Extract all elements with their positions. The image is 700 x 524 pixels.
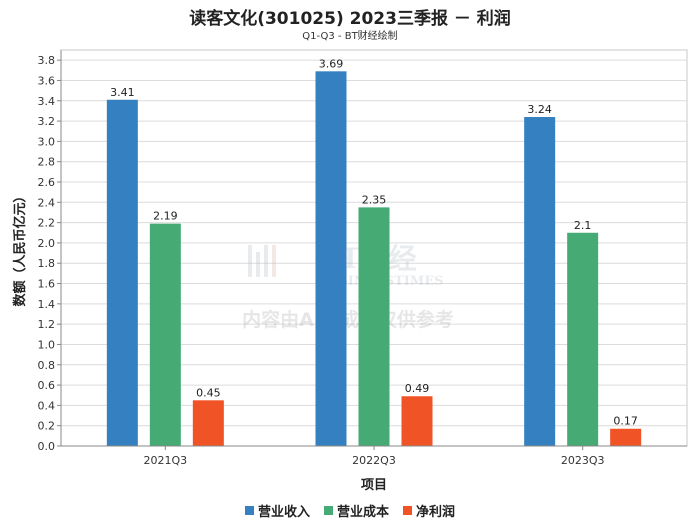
x-tick-label: 2022Q3 — [352, 454, 396, 467]
y-tick-label: 2.0 — [38, 237, 56, 250]
y-tick-label: 1.2 — [38, 318, 56, 331]
watermark-logo-icon — [256, 252, 260, 277]
legend-label-net-profit: 净利润 — [416, 505, 456, 520]
data-labels: 3.41 2.19 0.45 3.69 2.35 0.49 3.24 2.1 0.17 — [110, 57, 638, 427]
bar-net-profit — [610, 428, 642, 446]
y-tick-label: 1.0 — [38, 338, 56, 351]
y-tick-label: 0.4 — [38, 399, 56, 412]
x-axis-title: 项目 — [361, 478, 387, 493]
y-tick-label: 2.8 — [38, 156, 56, 169]
legend-item-revenue: 营业收入 — [244, 501, 310, 520]
bar-cost — [567, 232, 599, 446]
legend-swatch-revenue — [244, 506, 254, 515]
data-label: 0.17 — [613, 415, 638, 428]
bar-net-profit — [192, 400, 224, 446]
y-axis-title: 数额（人民币亿元） — [12, 189, 28, 306]
legend-item-net-profit: 净利润 — [403, 501, 455, 520]
y-tick-label: 2.2 — [38, 217, 56, 230]
y-tick-label: 0.8 — [38, 359, 56, 372]
chart-title: 读客文化(301025) 2023三季报 － 利润 — [189, 9, 511, 29]
data-label: 3.41 — [110, 86, 135, 99]
legend-swatch-net-profit — [403, 506, 412, 515]
bar-cost — [358, 207, 390, 446]
y-tick-label: 3.0 — [38, 135, 56, 148]
y-tick-label: 3.8 — [38, 54, 56, 67]
watermark-logo-icon — [272, 245, 276, 277]
data-label: 2.35 — [362, 193, 387, 206]
x-tick-label: 2021Q3 — [144, 454, 188, 467]
bar-revenue — [106, 99, 138, 446]
legend-item-cost: 营业成本 — [323, 501, 389, 520]
x-tick-label: 2023Q3 — [561, 454, 605, 467]
legend-label-cost: 营业成本 — [336, 505, 389, 520]
chart-subtitle: Q1-Q3 - BT财经绘制 — [302, 31, 398, 42]
y-tick-label: 0.2 — [38, 420, 56, 433]
bar-net-profit — [401, 396, 433, 446]
legend: 营业收入 营业成本 净利润 — [0, 501, 700, 520]
y-tick-label: 2.6 — [38, 176, 56, 189]
legend-swatch-cost — [323, 506, 333, 515]
y-tick-label: 3.4 — [38, 95, 56, 108]
axes: 0.0 0.2 0.4 0.6 0.8 1.0 1.2 1.4 1.6 1.8 2.0 2.2 2.4 2… — [38, 50, 687, 467]
data-label: 2.19 — [153, 210, 178, 223]
data-label: 3.69 — [319, 57, 344, 70]
watermark-logo-icon — [248, 245, 252, 277]
y-tick-label: 3.2 — [38, 115, 56, 128]
legend-label-revenue: 营业收入 — [257, 505, 310, 520]
watermark-notice: 内容由AI生成，仅供参考 — [242, 308, 454, 331]
y-tick-label: 3.6 — [38, 74, 56, 87]
data-label: 2.1 — [574, 219, 592, 232]
y-tick-label: 1.6 — [38, 278, 56, 291]
bar-revenue — [315, 71, 347, 447]
y-tick-label: 1.8 — [38, 257, 56, 270]
y-tick-label: 0.0 — [38, 440, 56, 453]
watermark: BT财经 BUSINESSTIMES 内容由AI生成，仅供参考 — [242, 242, 454, 331]
bar-revenue — [524, 117, 556, 446]
data-label: 3.24 — [527, 103, 552, 116]
bar-cost — [149, 223, 181, 446]
data-label: 0.49 — [405, 382, 430, 395]
watermark-logo-icon — [264, 245, 268, 277]
y-tick-label: 1.4 — [38, 298, 56, 311]
y-tick-label: 0.6 — [38, 379, 56, 392]
data-label: 0.45 — [196, 386, 221, 399]
bars — [106, 71, 642, 447]
y-tick-label: 2.4 — [38, 196, 56, 209]
